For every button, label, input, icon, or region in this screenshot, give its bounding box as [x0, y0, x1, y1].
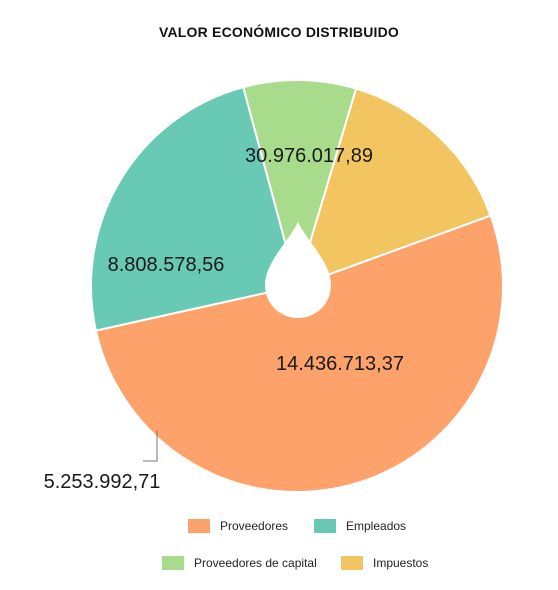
pie-slice-proveedores	[94, 214, 504, 493]
droplet-icon	[265, 222, 331, 318]
leader-line	[143, 430, 158, 462]
pie-slice-empleados	[90, 85, 299, 332]
data-label-impuestos: 8.808.578,56	[108, 254, 225, 276]
pie-slice-proveedores-de-capital	[242, 79, 358, 290]
data-label-proveedores-de-capital: 5.253.992,71	[44, 471, 161, 493]
data-label-empleados: 14.436.713,37	[276, 353, 404, 375]
data-label-proveedores: 30.976.017,89	[245, 145, 373, 167]
chart-title: VALOR ECONÓMICO DISTRIBUIDO	[158, 24, 400, 40]
pie-slice-impuestos	[295, 87, 492, 288]
